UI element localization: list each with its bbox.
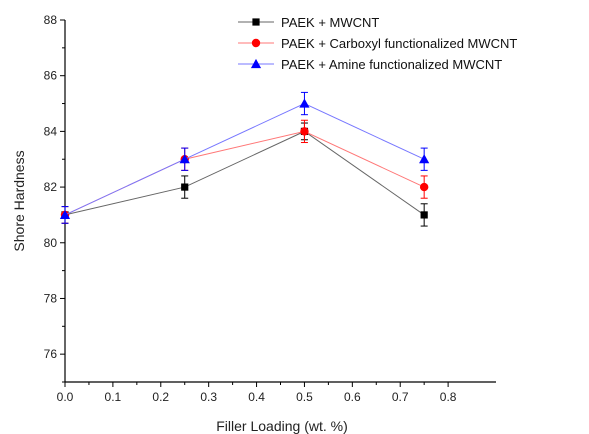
- legend-marker: [251, 38, 261, 48]
- data-point: [299, 98, 310, 108]
- legend-item: PAEK + Carboxyl functionalized MWCNT: [238, 36, 517, 51]
- series-3: [59, 91, 430, 224]
- plot-area: 0.0 0.1 0.2 0.3 0.4 0.5 0.6 0.7 0.8 76 78 80 82 84 86…: [44, 13, 496, 404]
- series-line: [64, 130, 425, 216]
- x-tick-label: 0.1: [105, 390, 122, 404]
- legend-item: PAEK + Amine functionalized MWCNT: [238, 57, 502, 72]
- legend-marker: [252, 18, 260, 26]
- y-tick-label: 84: [44, 124, 58, 138]
- y-tick-label: 78: [44, 291, 58, 305]
- series-line: [64, 102, 425, 216]
- x-tick-label: 0.6: [344, 390, 361, 404]
- y-axis-label: Shore Hardness: [11, 150, 27, 251]
- y-tick-label: 76: [44, 347, 58, 361]
- data-point: [59, 209, 71, 220]
- x-tick-label: 0.5: [296, 390, 313, 404]
- x-tick-label: 0.8: [440, 390, 457, 404]
- legend-label: PAEK + Amine functionalized MWCNT: [281, 57, 502, 72]
- x-tick-label: 0.7: [392, 390, 409, 404]
- y-ticks: 76 78 80 82 84 86 88: [44, 13, 65, 383]
- data-point: [179, 154, 190, 164]
- series-1: [61, 122, 428, 227]
- data-point: [419, 154, 430, 164]
- y-tick-label: 86: [44, 69, 58, 83]
- x-ticks: 0.0 0.1 0.2 0.3 0.4 0.5 0.6 0.7 0.8: [57, 382, 457, 404]
- legend-label: PAEK + Carboxyl functionalized MWCNT: [281, 36, 517, 51]
- x-tick-label: 0.3: [200, 390, 217, 404]
- y-tick-label: 88: [44, 13, 58, 27]
- data-point: [181, 183, 189, 191]
- y-tick-label: 80: [44, 236, 58, 250]
- legend-label: PAEK + MWCNT: [281, 15, 379, 30]
- series-layer: [59, 91, 430, 227]
- data-point: [419, 182, 429, 192]
- legend-item: PAEK + MWCNT: [238, 15, 379, 30]
- data-point: [420, 211, 428, 219]
- data-point: [300, 127, 309, 136]
- legend-marker: [250, 58, 262, 69]
- x-tick-label: 0.4: [248, 390, 265, 404]
- y-tick-label: 82: [44, 180, 58, 194]
- legend: PAEK + MWCNT PAEK + Carboxyl functionaliz…: [238, 15, 517, 72]
- x-tick-label: 0.2: [152, 390, 169, 404]
- x-axis-label: Filler Loading (wt. %): [216, 418, 348, 434]
- x-tick-label: 0.0: [57, 390, 74, 404]
